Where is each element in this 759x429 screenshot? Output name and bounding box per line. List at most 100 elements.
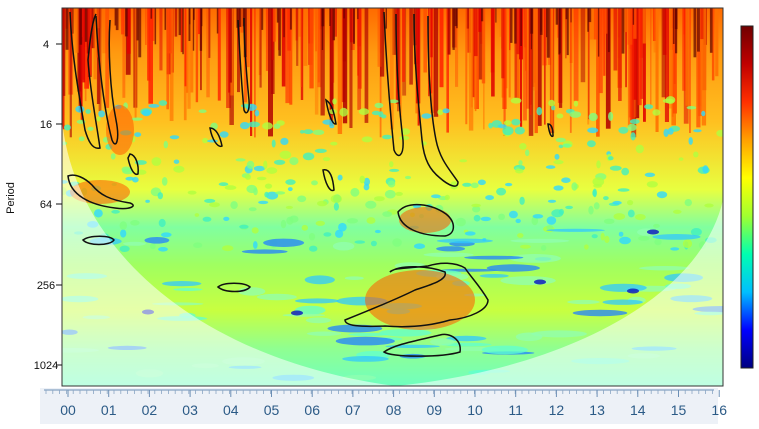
power-streak: [682, 8, 686, 91]
power-streak: [80, 8, 83, 121]
power-speck: [119, 245, 130, 252]
power-speck: [558, 144, 564, 149]
power-streak: [565, 8, 567, 59]
power-streak: [664, 8, 669, 122]
power-streak: [281, 8, 286, 87]
power-speck: [339, 107, 349, 117]
power-streak-dark: [278, 8, 281, 56]
power-speck: [514, 126, 525, 135]
power-speck: [330, 194, 342, 204]
power-streak: [84, 8, 87, 102]
power-speck: [279, 150, 292, 159]
power-streak: [604, 8, 608, 34]
power-speck: [488, 122, 494, 129]
power-speck: [627, 209, 635, 218]
power-streak-dark: [261, 8, 264, 30]
power-streak: [206, 8, 210, 98]
power-streak: [169, 8, 174, 121]
power-speck: [554, 153, 560, 160]
power-band: [481, 345, 528, 355]
power-speck: [163, 140, 168, 149]
power-speck: [219, 131, 229, 138]
power-streak: [509, 8, 511, 51]
power-streak: [625, 8, 627, 88]
power-speck: [627, 123, 637, 131]
power-speck: [141, 109, 151, 117]
power-speck: [389, 168, 400, 172]
power-streak: [268, 8, 273, 137]
power-speck: [322, 157, 331, 162]
power-streak: [93, 8, 97, 80]
power-streak: [699, 8, 704, 40]
power-speck: [437, 109, 444, 116]
power-streak-dark: [238, 8, 242, 27]
power-streak-dark: [72, 8, 74, 34]
power-streak-dark: [124, 8, 128, 37]
power-streak-dark: [570, 8, 572, 23]
power-band: [531, 330, 587, 338]
power-streak: [520, 8, 523, 127]
power-streak-dark: [495, 8, 497, 23]
power-streak: [569, 8, 572, 133]
power-speck: [663, 128, 669, 137]
power-speck: [561, 177, 571, 183]
power-speck: [329, 123, 335, 129]
colorbar-frame: [740, 25, 754, 369]
power-streak: [423, 8, 427, 73]
power-streak: [334, 8, 337, 37]
power-streak: [474, 8, 478, 57]
power-streak-dark: [138, 8, 142, 58]
power-speck: [230, 201, 238, 210]
power-speck: [593, 202, 600, 210]
power-streak: [69, 8, 72, 138]
power-streak: [503, 8, 506, 136]
power-speck: [271, 139, 276, 148]
power-streak: [558, 8, 563, 108]
power-speck: [635, 214, 646, 221]
power-speck: [317, 200, 328, 207]
power-speck: [312, 129, 325, 135]
power-speck: [546, 225, 554, 231]
power-band: [652, 234, 701, 240]
power-speck: [148, 104, 160, 108]
power-streak: [689, 8, 691, 133]
power-speck: [525, 149, 530, 157]
power-streak-dark: [674, 8, 678, 30]
power-streak: [315, 8, 318, 52]
power-streak-dark: [321, 8, 325, 27]
power-streak: [151, 8, 155, 41]
power-streak: [465, 8, 468, 125]
power-streak-dark: [632, 8, 635, 25]
power-streak: [491, 8, 495, 97]
power-speck: [608, 156, 614, 161]
power-streak-dark: [709, 8, 713, 53]
power-streak-dark: [454, 8, 458, 27]
power-speck: [395, 191, 403, 196]
power-streak: [105, 8, 110, 108]
power-streak: [596, 8, 600, 137]
power-speck: [365, 200, 377, 209]
x-tick-label: 05: [264, 402, 280, 418]
power-speck: [603, 218, 615, 224]
power-speck: [588, 112, 598, 122]
power-speck: [556, 113, 564, 119]
power-speck: [384, 189, 396, 199]
power-speck: [253, 241, 258, 249]
power-streak-dark: [188, 8, 191, 41]
power-streak: [300, 8, 303, 87]
y-tick-label: 4: [43, 39, 49, 51]
power-streak: [180, 8, 183, 53]
power-speck: [280, 137, 289, 145]
power-streak: [208, 8, 211, 58]
power-speck: [547, 199, 557, 203]
power-streak-dark: [154, 8, 157, 45]
power-speck: [358, 108, 370, 115]
power-streak: [314, 8, 319, 115]
power-streak: [668, 8, 673, 103]
power-speck: [204, 198, 216, 203]
power-band: [436, 246, 466, 252]
colorbar: [740, 25, 754, 369]
power-streak-dark: [672, 8, 675, 44]
power-speck: [609, 165, 622, 171]
